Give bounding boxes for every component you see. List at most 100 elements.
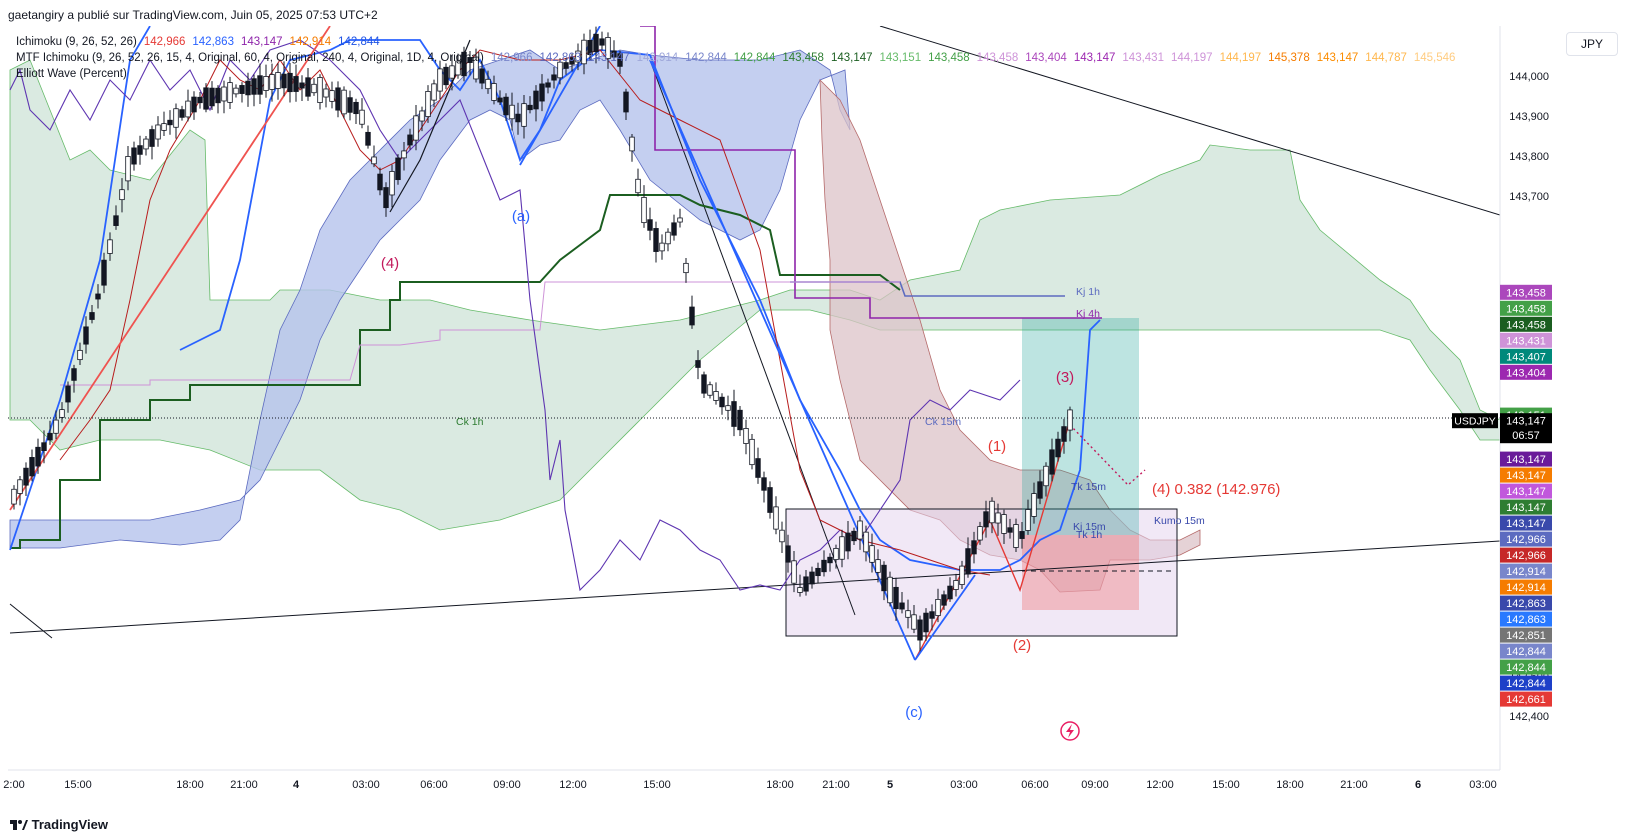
candle bbox=[257, 63, 263, 105]
price-badge-label: 142,914 bbox=[1506, 566, 1546, 578]
time-tick-label: 12:00 bbox=[1146, 779, 1174, 791]
indicator-value: 142,863 bbox=[192, 36, 234, 48]
candle bbox=[827, 553, 833, 572]
indicator-value: 143,404 bbox=[1025, 52, 1067, 64]
candle bbox=[743, 419, 749, 455]
candle bbox=[173, 103, 179, 139]
cloud-blue bbox=[9, 49, 851, 549]
indicator-row[interactable]: Elliott Wave (Percent) bbox=[16, 66, 1462, 82]
price-axis[interactable]: 144,000143,900143,800143,700143,100143,0… bbox=[1452, 26, 1552, 770]
candle bbox=[569, 53, 575, 72]
candle bbox=[1013, 518, 1019, 553]
candle bbox=[533, 85, 539, 122]
price-badge-label: 143,458 bbox=[1506, 303, 1546, 315]
indicator-row[interactable]: MTF Ichimoku (9, 26, 52, 26, 15, 4, Orig… bbox=[16, 50, 1462, 66]
candle bbox=[143, 135, 149, 156]
price-badge: 143,147 bbox=[1500, 483, 1552, 499]
time-tick-label: 03:00 bbox=[1469, 779, 1497, 791]
candle bbox=[23, 462, 29, 496]
price-badge: 143,458 bbox=[1500, 316, 1552, 332]
candle bbox=[431, 79, 437, 108]
candle bbox=[473, 48, 479, 83]
candle bbox=[179, 105, 185, 121]
price-badge-label: 142,914 bbox=[1506, 582, 1546, 594]
position-target-zone bbox=[1022, 318, 1139, 535]
candle bbox=[617, 50, 623, 74]
time-axis[interactable]: 2:00 15:00 18:00 21:00 4 03:00 06:00 09:00 12:00… bbox=[3, 769, 1500, 791]
candle bbox=[239, 82, 245, 103]
candle bbox=[509, 92, 515, 131]
tenkan-15m-light bbox=[60, 281, 900, 386]
price-badge: 143,404 bbox=[1500, 364, 1552, 380]
indicator-value: 142,966 bbox=[143, 36, 186, 48]
candle bbox=[455, 53, 461, 79]
price-badge-label: 143,407 bbox=[1506, 351, 1546, 363]
candle bbox=[1007, 518, 1013, 539]
candle bbox=[713, 382, 719, 405]
price-badge: 142,914 bbox=[1500, 579, 1552, 595]
time-tick-label: 03:00 bbox=[352, 779, 380, 791]
candle bbox=[197, 91, 203, 109]
candle bbox=[983, 500, 989, 538]
currency-selector[interactable]: JPY bbox=[1566, 32, 1618, 56]
price-badge-label: 143,458 bbox=[1506, 319, 1546, 331]
candle bbox=[725, 395, 731, 421]
price-badge: 142,966 bbox=[1500, 547, 1552, 563]
candle bbox=[659, 234, 665, 260]
candle bbox=[413, 104, 419, 151]
candle bbox=[857, 516, 863, 550]
candle bbox=[1061, 418, 1067, 454]
candle bbox=[1043, 462, 1049, 497]
candle bbox=[755, 447, 761, 484]
indicator-value: 144,787 bbox=[1365, 52, 1407, 64]
chart-annotation: Kumo 15m bbox=[1154, 515, 1205, 527]
price-badge-label: 142,661 bbox=[1506, 694, 1546, 706]
candle bbox=[869, 533, 875, 573]
price-badge: 143,458 bbox=[1500, 284, 1552, 300]
candle bbox=[1049, 438, 1055, 482]
indicator-value: 143,458 bbox=[782, 52, 824, 64]
candle bbox=[605, 32, 611, 69]
candle bbox=[629, 133, 635, 162]
price-badge-label: 142,844 bbox=[1506, 646, 1546, 658]
candle bbox=[425, 85, 431, 123]
candle bbox=[389, 164, 395, 208]
candle bbox=[821, 550, 827, 577]
candle bbox=[95, 284, 101, 309]
candle bbox=[119, 178, 125, 213]
candle bbox=[443, 63, 449, 90]
candle bbox=[1031, 482, 1037, 524]
indicator-value: 145,378 bbox=[1268, 52, 1310, 64]
candle bbox=[131, 141, 137, 171]
price-chart[interactable]: (4) (a) (3) (1) (2) (c) (4) 0.382 (142.976) Kj … bbox=[0, 26, 1634, 808]
price-badge: 143,147 bbox=[1500, 467, 1552, 483]
candle bbox=[107, 232, 113, 261]
candle bbox=[917, 615, 923, 652]
candle bbox=[485, 70, 491, 94]
indicator-value: 142,914 bbox=[636, 52, 679, 64]
symbol-price-badge: USDJPY 143,147 06:57 bbox=[1452, 413, 1552, 444]
candle bbox=[233, 84, 239, 98]
candle bbox=[407, 128, 413, 150]
candle bbox=[437, 60, 443, 100]
candle bbox=[137, 135, 143, 165]
indicator-value: 143,147 bbox=[1316, 52, 1359, 64]
candle bbox=[863, 525, 869, 562]
time-tick-label: 18:00 bbox=[1276, 779, 1304, 791]
candle bbox=[887, 571, 893, 607]
trendline-lower bbox=[9, 540, 1500, 634]
events-lightning-icon[interactable] bbox=[1060, 721, 1080, 741]
indicator-row[interactable]: Ichimoku (9, 26, 52, 26) 142,966 142,863 14… bbox=[16, 34, 1462, 50]
candle bbox=[677, 208, 683, 228]
chart-annotation: (4) bbox=[381, 255, 399, 272]
price-badge: 142,863 bbox=[1500, 611, 1552, 627]
tradingview-logo: TradingView bbox=[10, 817, 108, 832]
chart-annotation: Ck 15m bbox=[925, 416, 961, 428]
candle bbox=[65, 381, 71, 413]
publisher-line: gaetangiry a publié sur TradingView.com,… bbox=[8, 8, 378, 22]
price-badge-label: 142,966 bbox=[1506, 534, 1546, 546]
candle bbox=[767, 481, 773, 519]
candle bbox=[245, 72, 251, 107]
candle bbox=[791, 550, 797, 593]
price-tick-label: 142,400 bbox=[1509, 711, 1549, 723]
